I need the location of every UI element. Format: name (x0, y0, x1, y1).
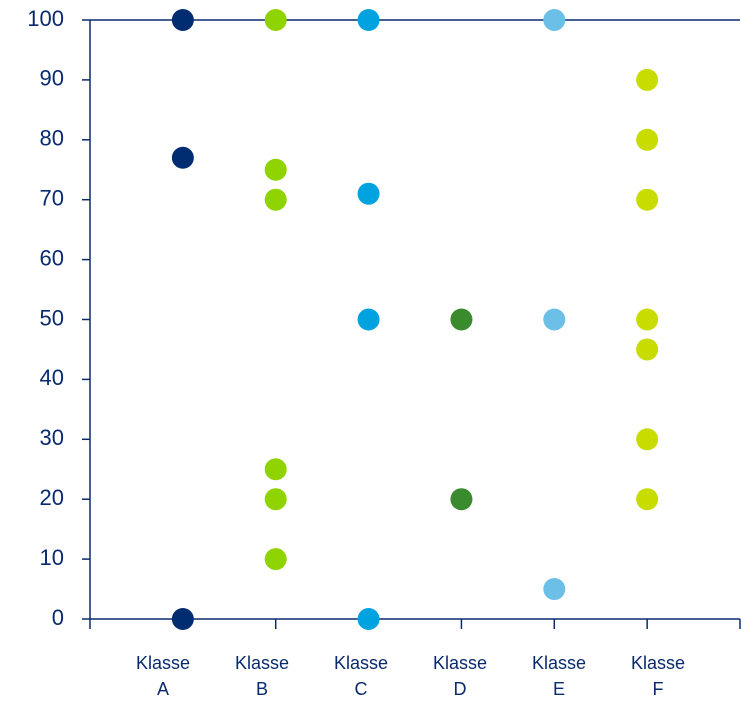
dot (636, 338, 659, 361)
y-tick-label: 60 (40, 245, 64, 270)
dot (543, 308, 566, 331)
dot (636, 428, 659, 451)
y-tick-label: 40 (40, 365, 64, 390)
dot (450, 488, 473, 511)
x-tick-label: Klasse C (333, 653, 389, 699)
dot (171, 146, 194, 169)
x-tick-label: Klasse B (234, 653, 290, 699)
x-tick-label: Klasse D (432, 653, 488, 699)
dot (264, 458, 287, 481)
dot (636, 68, 659, 91)
y-tick-label: 30 (40, 425, 64, 450)
dot (636, 128, 659, 151)
dot (636, 308, 659, 331)
y-tick-label: 0 (52, 605, 64, 630)
x-tick-label: Klasse E (531, 653, 587, 699)
dot (636, 488, 659, 511)
y-tick-label: 50 (40, 305, 64, 330)
dot (357, 182, 380, 205)
dot (543, 578, 566, 601)
x-tick-label: Klasse F (630, 653, 686, 699)
dot (264, 158, 287, 181)
dot (636, 188, 659, 211)
x-tick-label: Klasse A (135, 653, 191, 699)
dot (264, 548, 287, 571)
dot (171, 608, 194, 630)
y-tick-label: 80 (40, 126, 64, 151)
y-tick-label: 10 (40, 545, 64, 570)
dot (543, 9, 566, 31)
dot (264, 188, 287, 211)
y-tick-label: 20 (40, 485, 64, 510)
dot (171, 9, 194, 31)
dot (357, 308, 380, 331)
dot (357, 608, 380, 630)
dot (264, 488, 287, 511)
dot (450, 308, 473, 331)
dot (357, 9, 380, 31)
y-tick-label: 90 (40, 66, 64, 91)
dot (264, 9, 287, 31)
y-tick-label: 70 (40, 186, 64, 211)
y-tick-label: 100 (27, 6, 64, 31)
